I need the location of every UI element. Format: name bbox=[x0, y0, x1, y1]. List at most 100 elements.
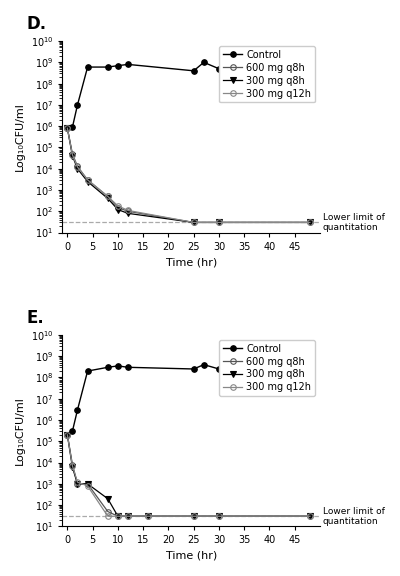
Text: Lower limit of
quantitation: Lower limit of quantitation bbox=[323, 213, 384, 232]
300 mg q12h bbox=[106, 193, 110, 200]
Control bbox=[75, 101, 80, 108]
600 mg q8h bbox=[65, 431, 70, 438]
Control bbox=[70, 124, 75, 131]
300 mg q12h bbox=[308, 513, 312, 520]
Control bbox=[308, 57, 312, 64]
300 mg q8h bbox=[65, 125, 70, 132]
300 mg q12h bbox=[191, 219, 196, 226]
300 mg q8h bbox=[116, 206, 120, 213]
300 mg q8h bbox=[216, 513, 221, 520]
300 mg q8h bbox=[308, 513, 312, 520]
Y-axis label: Log₁₀CFU/ml: Log₁₀CFU/ml bbox=[15, 396, 25, 465]
600 mg q8h bbox=[116, 513, 120, 520]
300 mg q12h bbox=[70, 463, 75, 469]
Control bbox=[191, 366, 196, 373]
Text: D.: D. bbox=[26, 16, 46, 33]
300 mg q8h bbox=[106, 195, 110, 202]
600 mg q8h bbox=[65, 125, 70, 132]
300 mg q8h bbox=[146, 513, 151, 520]
Control bbox=[65, 125, 70, 132]
Line: 300 mg q12h: 300 mg q12h bbox=[65, 432, 313, 519]
Control bbox=[65, 431, 70, 438]
600 mg q8h bbox=[191, 513, 196, 520]
600 mg q8h bbox=[308, 219, 312, 226]
Control bbox=[106, 63, 110, 70]
300 mg q8h bbox=[75, 480, 80, 487]
300 mg q12h bbox=[116, 202, 120, 209]
Line: Control: Control bbox=[65, 360, 313, 438]
Control bbox=[202, 59, 206, 66]
Control bbox=[191, 67, 196, 74]
Line: 300 mg q12h: 300 mg q12h bbox=[65, 126, 313, 225]
Control bbox=[202, 361, 206, 368]
300 mg q8h bbox=[126, 210, 130, 217]
Control bbox=[126, 364, 130, 371]
300 mg q8h bbox=[65, 431, 70, 438]
600 mg q8h bbox=[146, 513, 151, 520]
300 mg q12h bbox=[65, 431, 70, 438]
300 mg q12h bbox=[216, 513, 221, 520]
300 mg q12h bbox=[126, 207, 130, 214]
300 mg q12h bbox=[216, 219, 221, 226]
300 mg q12h bbox=[65, 125, 70, 132]
600 mg q8h bbox=[70, 461, 75, 468]
Control bbox=[85, 63, 90, 70]
600 mg q8h bbox=[191, 219, 196, 226]
Text: Lower limit of
quantitation: Lower limit of quantitation bbox=[323, 506, 384, 526]
Control bbox=[216, 65, 221, 72]
Control bbox=[308, 359, 312, 366]
300 mg q12h bbox=[126, 513, 130, 520]
Control bbox=[216, 366, 221, 373]
Line: 300 mg q8h: 300 mg q8h bbox=[65, 126, 313, 225]
600 mg q8h bbox=[126, 513, 130, 520]
300 mg q12h bbox=[70, 151, 75, 158]
600 mg q8h bbox=[106, 508, 110, 515]
Control bbox=[85, 367, 90, 374]
Control bbox=[70, 428, 75, 435]
300 mg q8h bbox=[85, 178, 90, 185]
300 mg q8h bbox=[191, 219, 196, 226]
Control bbox=[126, 61, 130, 68]
X-axis label: Time (hr): Time (hr) bbox=[166, 551, 217, 561]
Line: 600 mg q8h: 600 mg q8h bbox=[65, 432, 313, 519]
300 mg q8h bbox=[191, 513, 196, 520]
600 mg q8h bbox=[126, 208, 130, 215]
600 mg q8h bbox=[308, 513, 312, 520]
300 mg q8h bbox=[216, 219, 221, 226]
300 mg q12h bbox=[308, 219, 312, 226]
Line: 600 mg q8h: 600 mg q8h bbox=[65, 126, 313, 225]
X-axis label: Time (hr): Time (hr) bbox=[166, 257, 217, 267]
Text: E.: E. bbox=[26, 309, 44, 327]
300 mg q8h bbox=[116, 513, 120, 520]
600 mg q8h bbox=[70, 150, 75, 157]
300 mg q12h bbox=[191, 513, 196, 520]
300 mg q8h bbox=[126, 513, 130, 520]
300 mg q12h bbox=[85, 176, 90, 183]
Legend: Control, 600 mg q8h, 300 mg q8h, 300 mg q12h: Control, 600 mg q8h, 300 mg q8h, 300 mg … bbox=[219, 340, 315, 396]
300 mg q12h bbox=[146, 513, 151, 520]
600 mg q8h bbox=[75, 480, 80, 487]
300 mg q12h bbox=[75, 164, 80, 170]
600 mg q8h bbox=[116, 204, 120, 211]
600 mg q8h bbox=[85, 176, 90, 183]
600 mg q8h bbox=[106, 193, 110, 200]
Legend: Control, 600 mg q8h, 300 mg q8h, 300 mg q12h: Control, 600 mg q8h, 300 mg q8h, 300 mg … bbox=[219, 46, 315, 103]
300 mg q12h bbox=[106, 513, 110, 520]
Control bbox=[106, 364, 110, 371]
300 mg q8h bbox=[308, 219, 312, 226]
300 mg q8h bbox=[106, 495, 110, 502]
Control bbox=[116, 62, 120, 69]
Control bbox=[116, 362, 120, 369]
300 mg q8h bbox=[85, 480, 90, 487]
Line: Control: Control bbox=[65, 58, 313, 131]
Y-axis label: Log₁₀CFU/ml: Log₁₀CFU/ml bbox=[15, 103, 25, 171]
300 mg q8h bbox=[75, 165, 80, 172]
300 mg q12h bbox=[85, 483, 90, 490]
600 mg q8h bbox=[216, 513, 221, 520]
300 mg q8h bbox=[70, 153, 75, 160]
Line: 300 mg q8h: 300 mg q8h bbox=[65, 432, 313, 519]
300 mg q12h bbox=[116, 513, 120, 520]
600 mg q8h bbox=[216, 219, 221, 226]
600 mg q8h bbox=[75, 163, 80, 170]
600 mg q8h bbox=[85, 480, 90, 487]
